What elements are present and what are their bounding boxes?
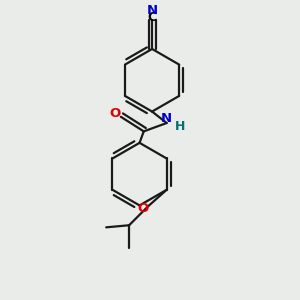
- Text: N: N: [161, 112, 172, 125]
- Text: O: O: [109, 107, 120, 120]
- Text: C: C: [148, 11, 157, 24]
- Text: N: N: [146, 4, 158, 17]
- Text: H: H: [175, 120, 185, 133]
- Text: O: O: [138, 202, 149, 215]
